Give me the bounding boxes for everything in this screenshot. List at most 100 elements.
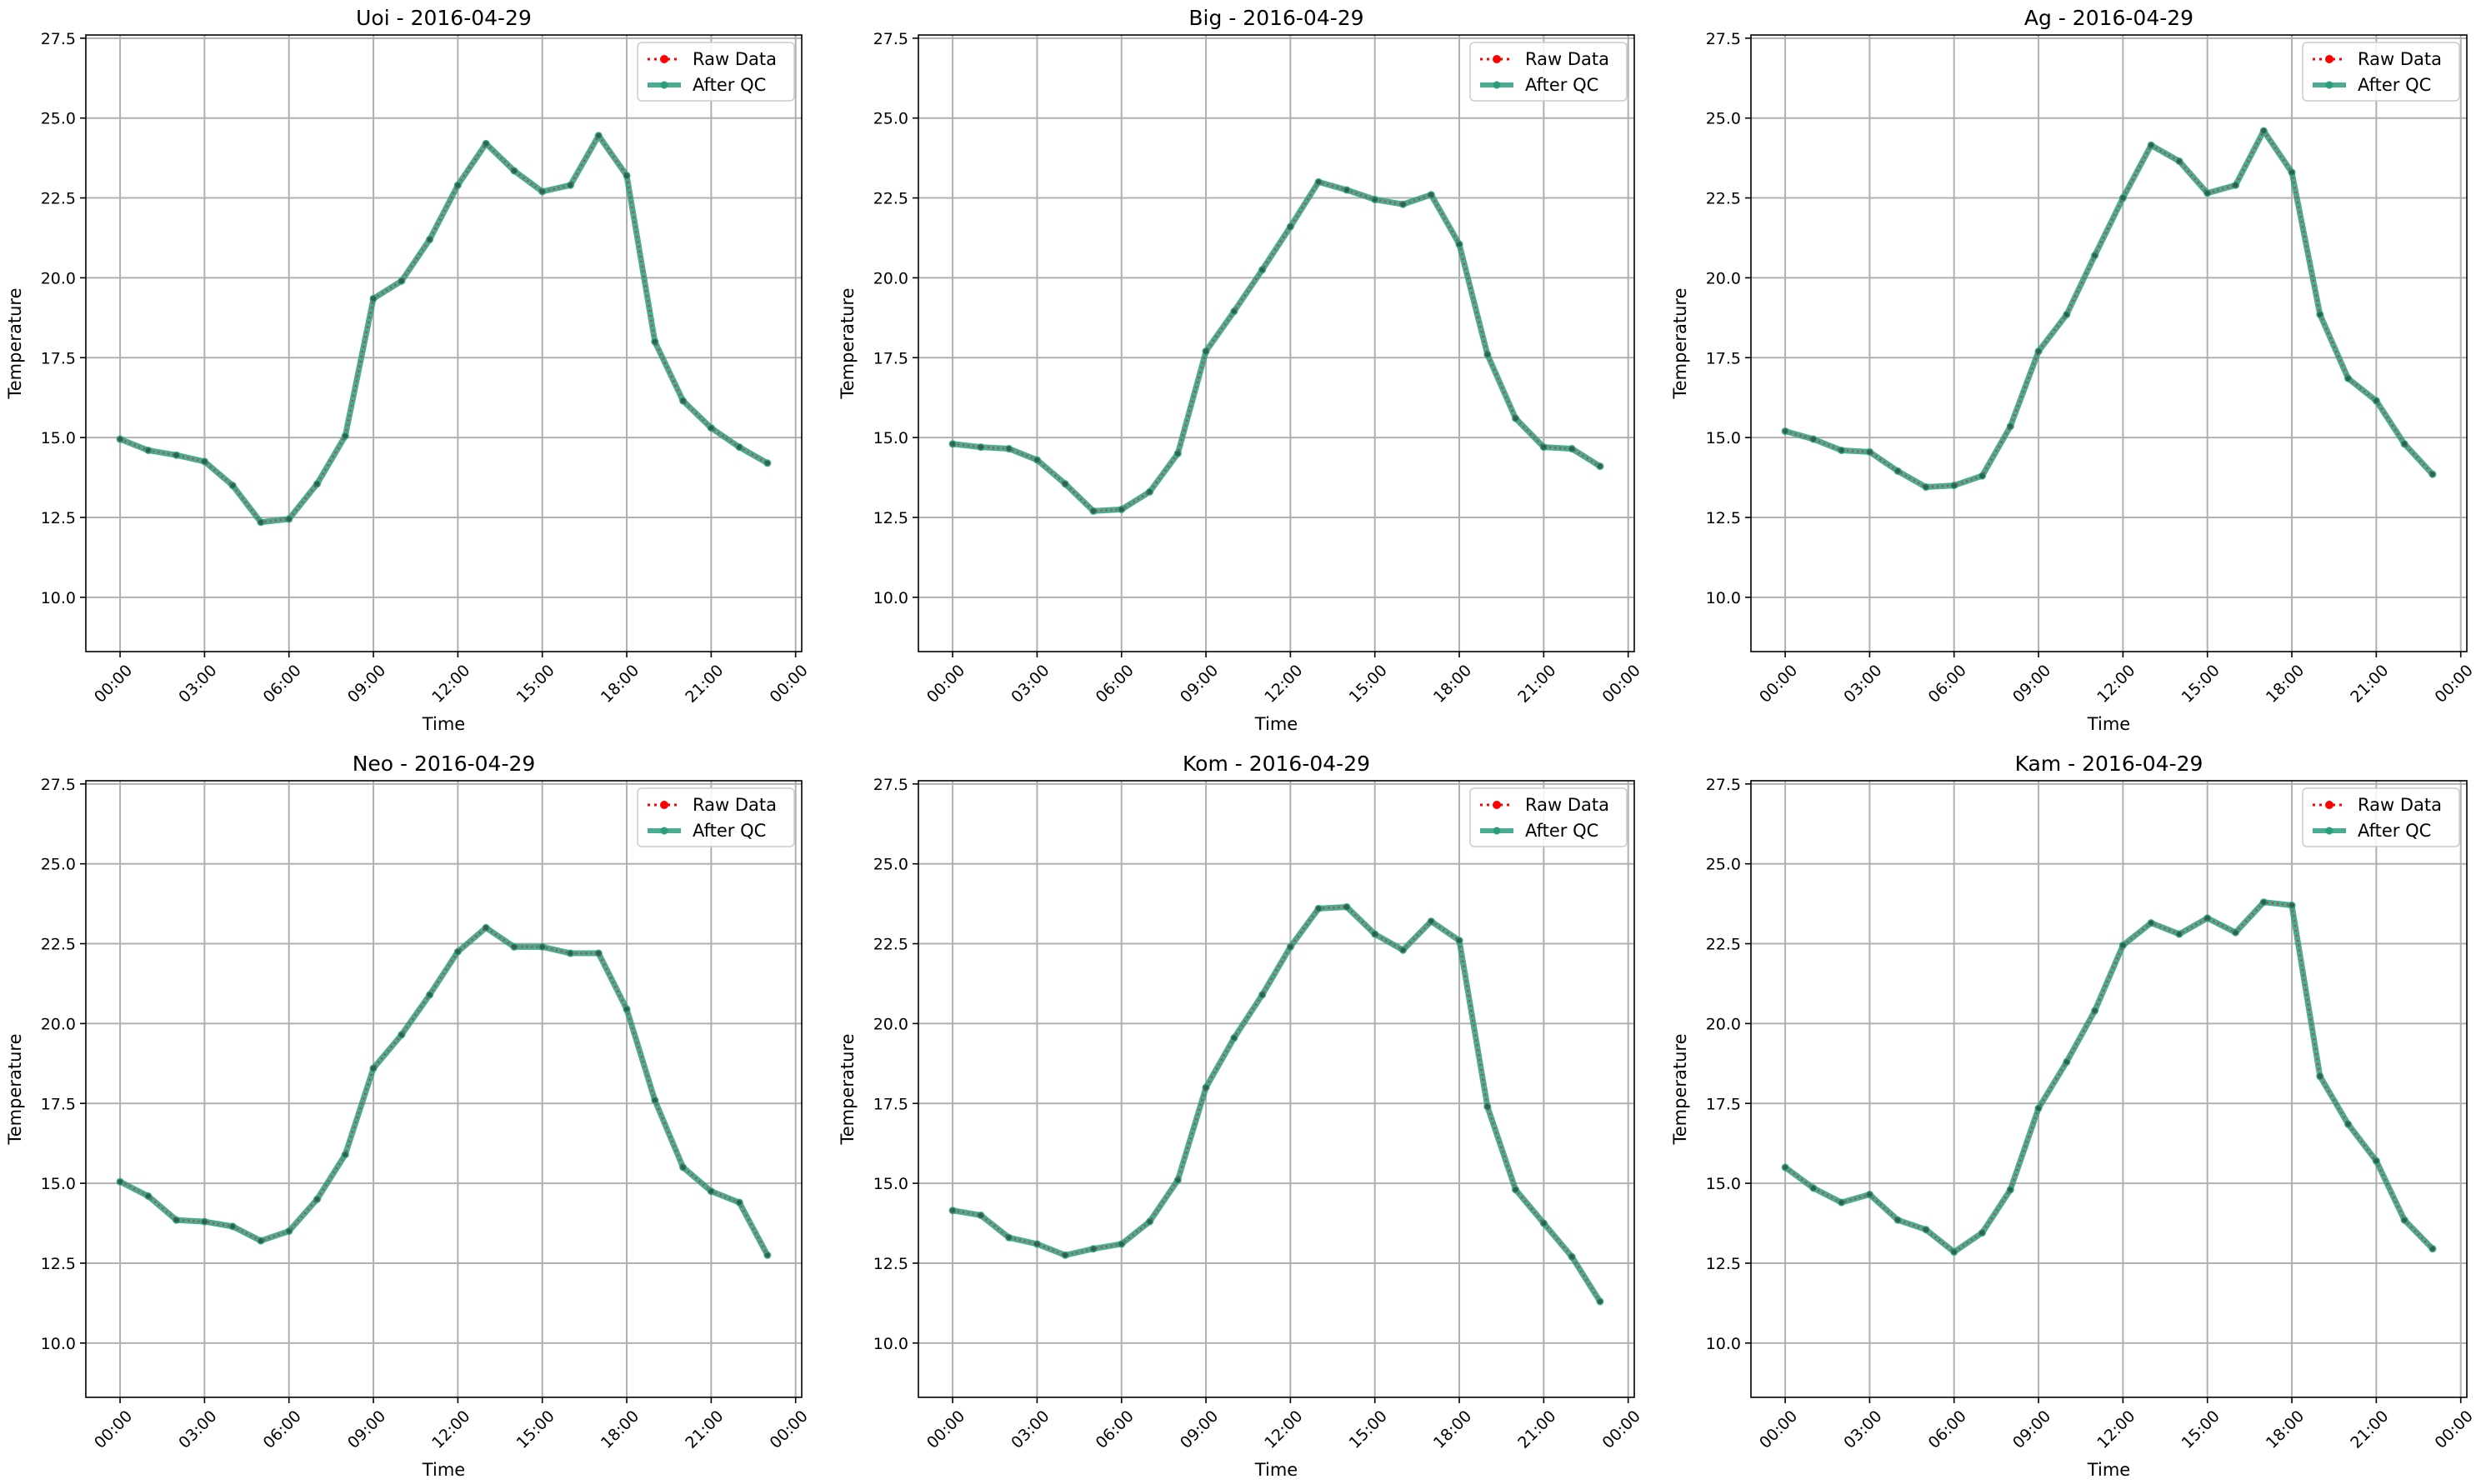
raw-data-point — [511, 944, 517, 950]
raw-data-point — [1428, 918, 1434, 924]
legend-after-qc-marker — [1493, 81, 1501, 89]
raw-data-point — [2008, 1187, 2013, 1192]
raw-data-point — [1979, 473, 1985, 479]
plot-frame — [1750, 34, 2468, 652]
raw-data-point — [1457, 242, 1463, 247]
y-tick-label: 22.5 — [873, 190, 908, 208]
legend-raw-data-marker — [1493, 801, 1501, 809]
legend-raw-data-marker — [2325, 801, 2333, 809]
y-tick-label: 25.0 — [1706, 110, 1741, 128]
chart-title: Uoi - 2016-04-29 — [356, 6, 532, 30]
raw-data-point — [1034, 457, 1040, 462]
raw-data-point — [1034, 1241, 1040, 1247]
legend-raw-data-marker — [660, 55, 668, 63]
y-tick-label: 12.5 — [1706, 1255, 1741, 1273]
gridlines — [918, 781, 1634, 1397]
legend: Raw Data After QC — [2302, 787, 2460, 847]
legend-entry-after-qc: After QC — [2313, 75, 2431, 95]
raw-data-point — [1838, 447, 1844, 453]
raw-data-point — [230, 482, 236, 488]
y-tick-label: 25.0 — [873, 110, 908, 128]
raw-data-point — [1783, 428, 1788, 434]
legend-raw-data-marker — [660, 801, 668, 809]
series-raw-data — [950, 179, 1603, 514]
raw-data-point — [1316, 906, 1322, 912]
y-tick-label: 25.0 — [1706, 856, 1741, 874]
y-tick-label: 15.0 — [41, 1175, 76, 1193]
raw-data-point — [1597, 463, 1603, 469]
y-tick-label: 20.0 — [1706, 1015, 1741, 1033]
raw-data-point — [652, 339, 658, 345]
raw-data-point — [978, 444, 983, 450]
raw-data-point — [1867, 449, 1873, 455]
legend-raw-data-marker — [1493, 55, 1501, 63]
after-qc-line — [1783, 899, 2435, 1256]
legend-raw-data-label: Raw Data — [693, 49, 777, 69]
raw-data-point — [2261, 899, 2267, 905]
legend-entry-raw-data: Raw Data — [648, 795, 777, 815]
gridlines — [86, 781, 802, 1397]
raw-data-point — [2204, 915, 2210, 921]
raw-data-point — [1090, 508, 1096, 514]
series-raw-data — [1783, 128, 2435, 490]
y-tick-label: 10.0 — [873, 589, 908, 607]
raw-data-point — [2063, 1059, 2069, 1065]
plot-frame — [918, 34, 1635, 652]
raw-data-point — [2317, 312, 2323, 317]
raw-data-point — [737, 444, 743, 450]
series-raw-data — [1783, 899, 2435, 1255]
raw-data-point — [427, 237, 433, 242]
y-axis: 10.0 12.5 15.0 17.5 20.0 22.5 25.0 27.5 — [41, 776, 86, 1353]
y-tick-label: 12.5 — [873, 1255, 908, 1273]
raw-data-point — [1203, 1085, 1209, 1091]
raw-data-line — [952, 906, 1602, 1302]
y-tick-label: 25.0 — [41, 856, 76, 874]
x-axis-label: Time — [2087, 1460, 2130, 1480]
raw-data-point — [2345, 1122, 2351, 1127]
raw-data-point — [1923, 1227, 1928, 1232]
legend-entry-raw-data: Raw Data — [648, 49, 777, 69]
legend-after-qc-marker — [2325, 81, 2333, 89]
plot-frame — [918, 780, 1635, 1398]
raw-data-point — [764, 1252, 770, 1258]
y-axis: 10.0 12.5 15.0 17.5 20.0 22.5 25.0 27.5 — [873, 776, 918, 1353]
raw-data-point — [2204, 190, 2210, 196]
y-tick-label: 17.5 — [873, 1095, 908, 1113]
y-tick-label: 27.5 — [873, 30, 908, 48]
raw-data-point — [1231, 1035, 1237, 1041]
legend: Raw Data After QC — [637, 42, 795, 102]
y-tick-label: 27.5 — [1706, 30, 1741, 48]
raw-data-point — [1118, 1241, 1124, 1247]
legend-after-qc-label: After QC — [693, 821, 766, 841]
raw-data-point — [2402, 1217, 2408, 1223]
raw-data-point — [314, 481, 320, 487]
y-tick-label: 27.5 — [41, 30, 76, 48]
raw-data-point — [343, 433, 348, 439]
y-tick-label: 12.5 — [41, 1255, 76, 1273]
raw-data-point — [2063, 312, 2069, 317]
raw-data-point — [1541, 444, 1547, 450]
raw-data-point — [1343, 904, 1349, 910]
raw-data-point — [2092, 252, 2098, 258]
y-tick-label: 10.0 — [41, 1335, 76, 1353]
y-axis-label: Temperature — [838, 1033, 858, 1145]
raw-data-point — [371, 1066, 377, 1072]
raw-data-point — [1063, 481, 1068, 487]
raw-data-point — [1838, 1200, 1844, 1206]
raw-data-point — [1175, 1177, 1181, 1183]
y-tick-label: 20.0 — [41, 269, 76, 287]
raw-data-point — [1810, 437, 1816, 442]
y-axis-label: Temperature — [5, 287, 25, 399]
raw-data-point — [511, 167, 517, 173]
chart-title: Kom - 2016-04-29 — [1183, 752, 1370, 776]
raw-data-point — [708, 425, 714, 431]
y-axis-label: Temperature — [1670, 1033, 1690, 1145]
raw-data-point — [2402, 441, 2408, 447]
legend-after-qc-label: After QC — [2358, 75, 2431, 95]
raw-data-point — [2036, 348, 2042, 354]
raw-data-point — [1400, 202, 1406, 207]
y-axis: 10.0 12.5 15.0 17.5 20.0 22.5 25.0 27.5 — [41, 30, 86, 607]
y-tick-label: 22.5 — [41, 936, 76, 954]
raw-data-point — [483, 925, 489, 931]
